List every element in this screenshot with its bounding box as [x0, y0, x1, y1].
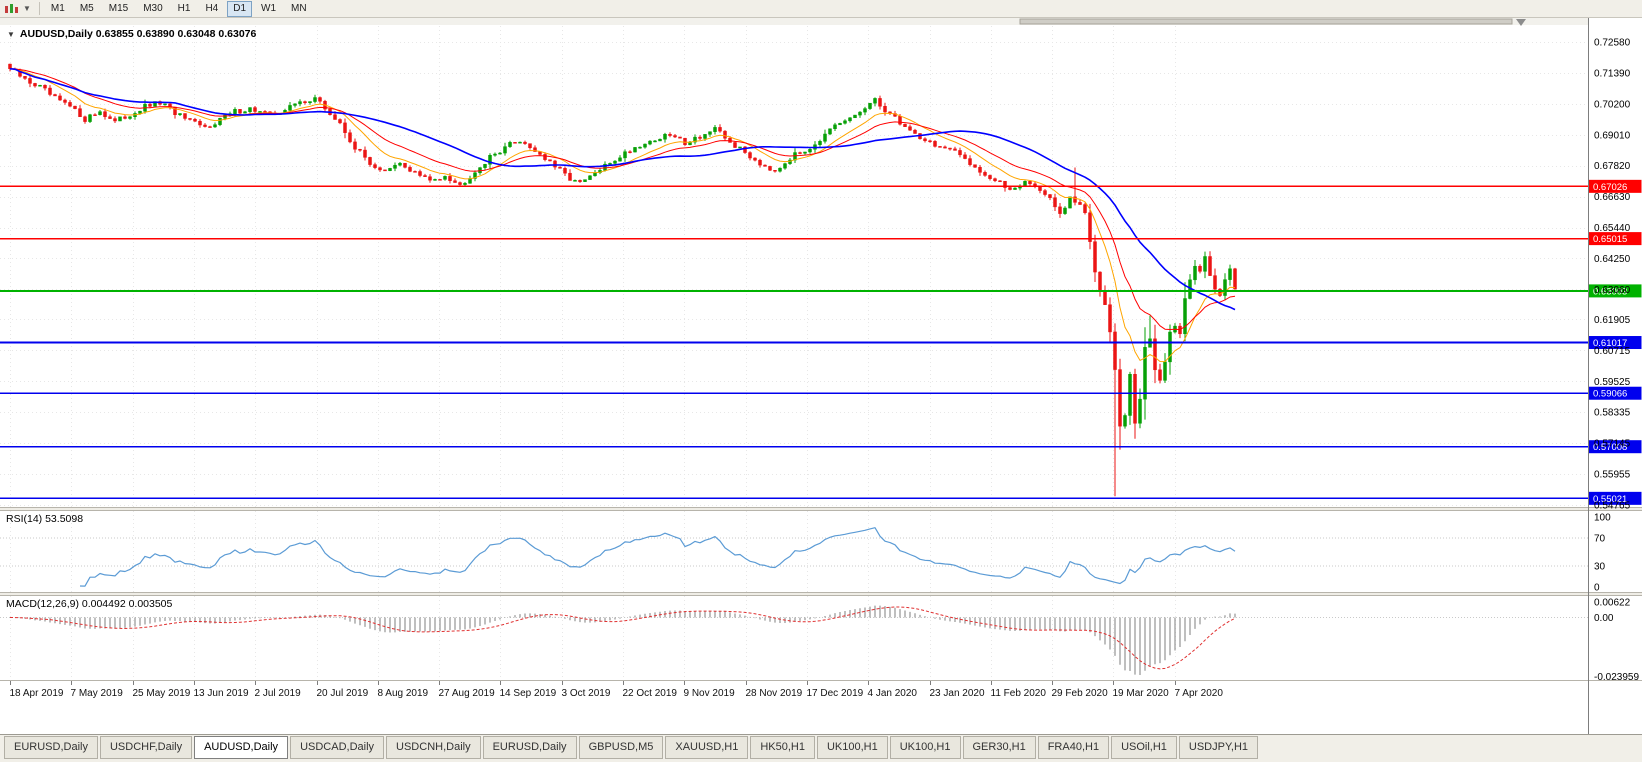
rsi-axis-label: 70 [1594, 534, 1606, 545]
date-axis-label: 2 Jul 2019 [255, 688, 302, 699]
chart-tab-xauusd-h1[interactable]: XAUUSD,H1 [665, 736, 749, 759]
price-level-tag [1588, 284, 1642, 298]
date-axis-label: 23 Jan 2020 [930, 688, 985, 699]
timeframe-d1[interactable]: D1 [227, 0, 253, 17]
rsi-indicator-label: RSI(14) 53.5098 [6, 513, 84, 525]
price-level-tag [1588, 179, 1642, 193]
timeframe-m5[interactable]: M5 [79, 2, 94, 14]
price-level-tag [1588, 491, 1642, 505]
price-axis-label: 0.54765 [1594, 501, 1631, 512]
price-level-tag [1588, 386, 1642, 400]
date-axis-label: 3 Oct 2019 [562, 688, 611, 699]
chart-tab-audusd-daily[interactable]: AUDUSD,Daily [194, 736, 289, 759]
rsi-axis-label: 100 [1594, 513, 1611, 524]
chart-tab-fra40-h1[interactable]: FRA40,H1 [1037, 736, 1110, 759]
date-axis-label: 28 Nov 2019 [746, 688, 803, 699]
macd-indicator-label: MACD(12,26,9) 0.004492 0.003505 [6, 598, 173, 610]
chart-shift-marker[interactable] [1516, 19, 1526, 26]
chart-symbol-title: ▼ AUDUSD,Daily 0.63855 0.63890 0.63048 0… [7, 28, 256, 40]
price-axis-label: 0.59525 [1594, 377, 1631, 388]
chart-window: 0.67026 0.65015 0.63003 0.61017 0.59066 0.570… [0, 18, 1642, 734]
chart-tab-eurusd-daily[interactable]: EURUSD,Daily [482, 736, 577, 759]
price-level-tag-text: 0.65015 [1593, 234, 1627, 245]
price-level-tag [1588, 440, 1642, 454]
date-axis-label: 9 Nov 2019 [684, 688, 736, 699]
price-axis-label: 0.72580 [1594, 38, 1631, 49]
timeframe-h4[interactable]: H4 [205, 2, 219, 14]
rsi-axis-label: 0 [1594, 583, 1600, 594]
price-axis-label: 0.66630 [1594, 192, 1631, 203]
date-axis-label: 20 Jul 2019 [317, 688, 369, 699]
price-level-tag-text: 0.67026 [1593, 182, 1627, 193]
chart-tab-usdcad-daily[interactable]: USDCAD,Daily [290, 736, 385, 759]
one-click-trading-toggle-icon[interactable]: ▼ [7, 29, 15, 39]
timeframe-mn[interactable]: MN [291, 2, 307, 14]
candlestick-chart-icon[interactable] [4, 3, 20, 15]
price-level-tag [1588, 336, 1642, 350]
price-level-tag-text: 0.57008 [1593, 442, 1627, 453]
chart-tab-usdchf-daily[interactable]: USDCHF,Daily [99, 736, 193, 759]
chart-h-scrollbar-thumb[interactable] [1019, 18, 1513, 25]
date-axis-label: 19 Mar 2020 [1113, 688, 1170, 699]
date-axis-label: 13 Jun 2019 [194, 688, 249, 699]
price-axis-label: 0.61905 [1594, 315, 1631, 326]
date-axis-label: 22 Oct 2019 [623, 688, 678, 699]
price-level-tag-text: 0.59066 [1593, 389, 1627, 400]
timeframe-m30[interactable]: M30 [143, 2, 163, 14]
chart-tab-uk100-h1[interactable]: UK100,H1 [816, 736, 888, 759]
timeframe-m15[interactable]: M15 [108, 2, 129, 14]
price-axis-label: 0.70200 [1594, 99, 1631, 110]
price-axis-label: 0.55955 [1594, 470, 1631, 481]
price-level-tag-text: 0.61017 [1593, 338, 1627, 349]
macd-axis-label: -0.023959 [1594, 672, 1639, 683]
date-axis-label: 11 Feb 2020 [991, 688, 1047, 699]
top-toolbar: ▼ M1 M5 M15 M30 H1 H4 D1 W1 MN [0, 0, 1642, 18]
chart-tab-ger30-h1[interactable]: GER30,H1 [962, 736, 1036, 759]
date-axis-label: 8 Aug 2019 [378, 688, 429, 699]
price-axis-label: 0.69010 [1594, 130, 1631, 141]
price-axis-label: 0.57145 [1594, 439, 1631, 450]
timeframe-m1[interactable]: M1 [50, 2, 65, 14]
price-axis-label: 0.58335 [1594, 408, 1631, 419]
toolbar-separator [38, 2, 40, 15]
chart-tab-gbpusd-m5[interactable]: GBPUSD,M5 [578, 736, 664, 759]
date-axis-label: 17 Dec 2019 [807, 688, 864, 699]
date-axis-label: 14 Sep 2019 [500, 688, 557, 699]
timeframe-button-group: M1 M5 M15 M30 H1 H4 D1 W1 MN [45, 0, 313, 17]
price-level-tag-text: 0.55021 [1593, 494, 1627, 505]
price-axis-label: 0.60715 [1594, 346, 1631, 357]
price-axis-label: 0.65440 [1594, 223, 1631, 234]
rsi-axis-label: 30 [1594, 562, 1606, 573]
chart-tab-bar: EURUSD,Daily USDCHF,Daily AUDUSD,Daily USDC… [0, 734, 1642, 762]
timeframe-h1[interactable]: H1 [177, 2, 191, 14]
date-axis-label: 18 Apr 2019 [10, 688, 64, 699]
date-axis-label: 4 Jan 2020 [868, 688, 918, 699]
chart-tab-usdjpy-h1[interactable]: USDJPY,H1 [1178, 736, 1259, 759]
chart-dropdown-arrow-icon[interactable]: ▼ [23, 4, 31, 13]
price-axis-label: 0.63060 [1594, 285, 1631, 296]
chart-tab-usoil-h1[interactable]: USOil,H1 [1111, 736, 1177, 759]
chart-tab-hk50-h1[interactable]: HK50,H1 [750, 736, 815, 759]
date-axis-label: 27 Aug 2019 [439, 688, 496, 699]
price-level-tag [1588, 232, 1642, 246]
price-axis-label: 0.71390 [1594, 68, 1631, 79]
macd-axis-label: 0.00 [1594, 613, 1614, 624]
chart-tab-eurusd-daily[interactable]: EURUSD,Daily [4, 736, 98, 759]
macd-axis-label: 0.00622 [1594, 598, 1631, 609]
price-axis-label: 0.64250 [1594, 254, 1631, 265]
price-level-tag-text: 0.63003 [1593, 286, 1627, 297]
chart-title-text: AUDUSD,Daily 0.63855 0.63890 0.63048 0.6… [19, 28, 257, 40]
timeframe-w1[interactable]: W1 [261, 2, 277, 14]
date-axis-label: 25 May 2019 [133, 688, 191, 699]
date-axis-label: 7 May 2019 [71, 688, 124, 699]
date-axis-label: 29 Feb 2020 [1052, 688, 1109, 699]
chart-tab-usdcnh-daily[interactable]: USDCNH,Daily [386, 736, 481, 759]
price-axis-label: 0.67820 [1594, 161, 1631, 172]
date-axis-label: 7 Apr 2020 [1175, 688, 1224, 699]
chart-tab-uk100-h1[interactable]: UK100,H1 [889, 736, 961, 759]
price-chart-canvas[interactable]: 0.67026 0.65015 0.63003 0.61017 0.59066 0.570… [0, 18, 1642, 734]
